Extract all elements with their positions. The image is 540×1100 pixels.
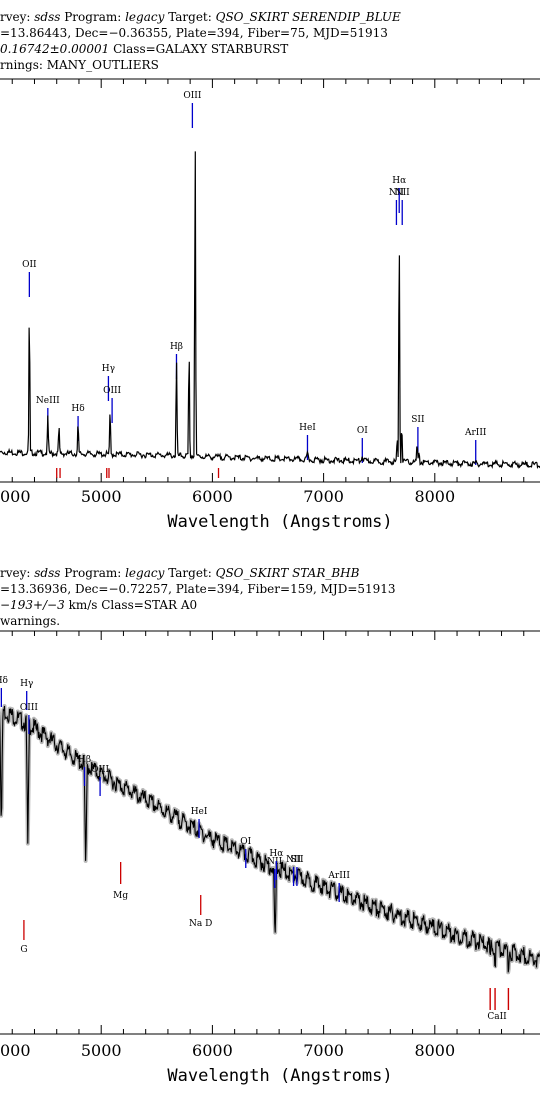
panel1-label-hei: HeI (299, 423, 316, 433)
panel2-header: rvey: sdss Program: legacy Target: QSO_S… (0, 566, 396, 628)
panel2-abs-label-na-d: Na D (189, 919, 212, 929)
panel2-plot: 00050006000700080009 IHδHγOIIIHβOIIIHeIO… (0, 630, 540, 1086)
panel1-label-oii: OII (22, 260, 37, 270)
panel2-tick-label: 7000 (303, 1041, 344, 1060)
panel2-label-oiii: OIII (20, 703, 38, 713)
panel2-label-oi: OI (240, 837, 251, 847)
panel1-ticks: 00050006000700080009 (0, 79, 525, 506)
panel1-label-nii: NII (389, 188, 404, 198)
panel2-label-hei: HeI (191, 807, 208, 817)
panel1-plot: 00050006000700080009 OIINeIIIHδHγOIIIHβO… (0, 78, 540, 532)
panel2-label-hδ: Hδ (0, 676, 8, 686)
panel2-label-nii: NII (286, 855, 301, 865)
panel1-label-oiii: OIII (183, 91, 201, 101)
panel2-tick-label: 8000 (414, 1041, 455, 1060)
panel1-tick-label: 8000 (414, 487, 455, 506)
panel2-header-line1: rvey: sdss Program: legacy Target: QSO_S… (0, 566, 360, 580)
panel1-label-neiii: NeIII (36, 396, 60, 406)
panel1-tick-label: 7000 (303, 487, 344, 506)
panel2-noise-band (0, 704, 540, 975)
panel1-label-sii: SII (411, 415, 425, 425)
panel1-header-line3: 0.16742±0.00001 Class=GALAXY STARBURST (0, 42, 288, 56)
panel1-tick-label: 5000 (81, 487, 122, 506)
panel1-header-line4: rnings: MANY_OUTLIERS (0, 58, 159, 72)
panel2-label-nii: NII (267, 857, 282, 867)
panel1-label-oi: OI (357, 426, 368, 436)
panel1-tick-label: 6000 (192, 487, 233, 506)
panel2-spectrum (0, 705, 540, 973)
panel2-label-hγ: Hγ (20, 679, 33, 689)
panel2-label-hβ: Hβ (78, 755, 91, 765)
panel2-abs-label-caii: CaII (487, 1012, 507, 1022)
panel2-line-labels: IHδHγOIIIHβOIIIHeIOINIIHαNIISIIArIIIHGMg… (0, 676, 510, 1022)
panel1-label-ariii: ArIII (464, 428, 487, 438)
panel2-tick-label: 000 (0, 1041, 31, 1060)
panel2-ticks: 00050006000700080009 (0, 631, 525, 1060)
panel1-label-hδ: Hδ (71, 404, 84, 414)
panel1-header-line2: =13.86443, Dec=−0.36355, Plate=394, Fibe… (0, 26, 388, 40)
panel2-header-line2: =13.36936, Dec=−0.72257, Plate=394, Fibe… (0, 582, 396, 596)
panel1-label-nii: NII (395, 188, 410, 198)
panel2-header-line4: warnings. (0, 614, 60, 628)
panel1-label-hβ: Hβ (170, 342, 183, 352)
panel1-label-hα: Hα (392, 176, 406, 186)
panel2-label-ariii: ArIII (327, 871, 350, 881)
panel1-label-hγ: Hγ (102, 364, 115, 374)
panel1-line-labels: OII NeIII Hδ Hγ OIII Hβ OIII NII Hα NII HeI OI SII Ar… (22, 91, 487, 465)
panel2-abs-label-g: G (20, 945, 27, 955)
panel2-xlabel: Wavelength (Angstroms) (167, 1066, 392, 1086)
panel2-label-oiii: OIII (91, 765, 109, 775)
panel2-tick-label: 5000 (81, 1041, 122, 1060)
panel1-header-line1: rvey: sdss Program: legacy Target: QSO_S… (0, 10, 401, 24)
panel1-label-oiii: OIII (103, 386, 121, 396)
panel1-tick-label: 000 (0, 487, 31, 506)
panel1-xlabel: Wavelength (Angstroms) (167, 512, 392, 532)
panel2-tick-label: 6000 (192, 1041, 233, 1060)
panel2-label-hα: Hα (269, 849, 283, 859)
panel2-label-sii: SII (290, 855, 304, 865)
panel1-header: rvey: sdss Program: legacy Target: QSO_S… (0, 10, 401, 72)
panel1-spectrum (0, 151, 540, 470)
panel2-abs-label-mg: Mg (113, 891, 128, 901)
panel1-absorption-marks (56, 468, 220, 478)
panel2-header-line3: −193+/−3 km/s Class=STAR A0 (0, 598, 197, 612)
